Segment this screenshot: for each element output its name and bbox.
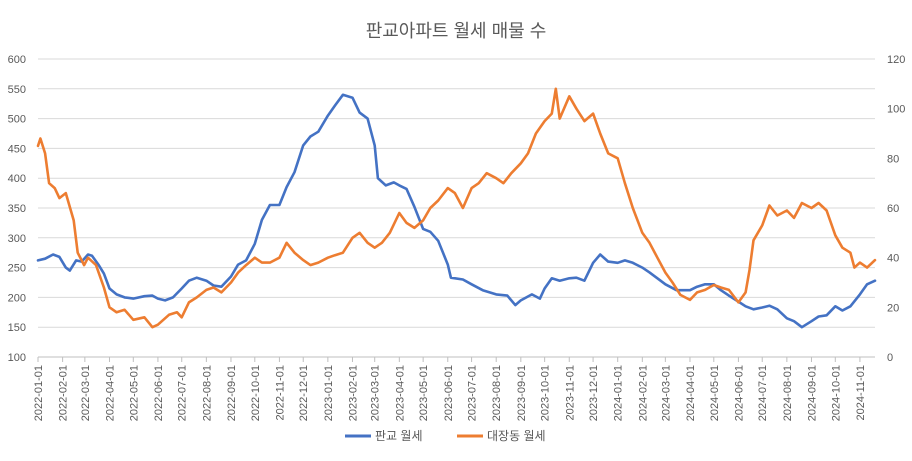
x-tick-label: 2023-06-01 — [443, 365, 455, 421]
y-left-tick-label: 550 — [8, 84, 26, 96]
x-tick-label: 2024-06-01 — [733, 365, 745, 421]
y-axis-left: 100 150 200 250 300 350 400 450 500 550 600 — [8, 54, 26, 364]
x-tick-label: 2023-07-01 — [467, 365, 479, 421]
x-tick-label: 2022-12-01 — [298, 365, 310, 421]
x-tick-label: 2022-02-01 — [58, 365, 70, 421]
x-tick-label: 2024-01-01 — [613, 365, 625, 421]
x-axis: 2022-01-01 2022-02-01 2022-03-01 2022-04-01… — [33, 356, 875, 421]
y-left-tick-label: 300 — [8, 233, 26, 245]
x-tick-label: 2023-10-01 — [540, 365, 552, 421]
x-tick-label: 2022-03-01 — [80, 365, 92, 421]
x-tick-label: 2022-10-01 — [250, 365, 262, 421]
x-tick-label: 2024-07-01 — [757, 365, 769, 421]
series-line-1 — [36, 87, 877, 329]
series-line-0 — [36, 93, 877, 329]
x-tick-label: 2023-12-01 — [588, 365, 600, 421]
x-tick-label: 2023-11-01 — [564, 365, 576, 420]
y-right-tick-label: 60 — [887, 203, 899, 215]
x-tick-label: 2022-11-01 — [274, 365, 286, 420]
x-tick-label: 2022-08-01 — [201, 365, 213, 421]
y-left-tick-label: 600 — [8, 54, 26, 66]
x-tick-label: 2024-02-01 — [637, 365, 649, 421]
y-left-tick-label: 500 — [8, 114, 26, 126]
x-tick-label: 2022-01-01 — [33, 365, 45, 421]
x-tick-label: 2022-09-01 — [226, 365, 238, 421]
x-tick-label: 2024-09-01 — [806, 365, 818, 421]
y-right-tick-label: 20 — [887, 302, 899, 314]
x-tick-label: 2024-05-01 — [709, 365, 721, 421]
x-tick-label: 2024-03-01 — [660, 365, 672, 421]
legend-label: 대장동 월세 — [487, 429, 546, 443]
y-axis-right: 0 20 40 60 80 100 120 — [887, 54, 905, 364]
x-tick-label: 2023-02-01 — [347, 365, 359, 421]
series-lines — [36, 87, 877, 329]
legend: 판교 월세 대장동 월세 — [345, 429, 546, 443]
x-tick-label: 2023-08-01 — [491, 365, 503, 421]
x-tick-label: 2023-09-01 — [516, 365, 528, 421]
y-left-tick-label: 250 — [8, 263, 26, 275]
x-tick-label: 2022-07-01 — [177, 365, 189, 421]
y-left-tick-label: 350 — [8, 203, 26, 215]
y-left-tick-label: 200 — [8, 292, 26, 304]
x-tick-label: 2024-11-01 — [855, 365, 867, 420]
chart-title: 판교아파트 월세 매물 수 — [366, 21, 547, 41]
y-right-tick-label: 120 — [887, 54, 905, 66]
x-tick-label: 2024-04-01 — [685, 365, 697, 421]
x-tick-label: 2024-10-01 — [830, 365, 842, 421]
legend-label: 판교 월세 — [375, 429, 423, 443]
y-right-tick-label: 80 — [887, 153, 899, 165]
x-tick-label: 2023-04-01 — [394, 365, 406, 421]
x-tick-label: 2022-05-01 — [128, 365, 140, 421]
x-tick-label: 2022-06-01 — [153, 365, 165, 421]
gridlines — [38, 58, 875, 358]
y-right-tick-label: 100 — [887, 104, 905, 116]
x-tick-label: 2022-04-01 — [104, 365, 116, 421]
y-left-tick-label: 100 — [8, 352, 26, 364]
y-right-tick-label: 0 — [887, 352, 893, 364]
x-tick-label: 2023-05-01 — [418, 365, 430, 421]
x-tick-label: 2024-08-01 — [782, 365, 794, 421]
x-tick-label: 2023-01-01 — [323, 365, 335, 421]
y-left-tick-label: 400 — [8, 173, 26, 185]
y-left-tick-label: 150 — [8, 322, 26, 334]
y-right-tick-label: 40 — [887, 253, 899, 265]
y-left-tick-label: 450 — [8, 143, 26, 155]
x-tick-label: 2023-03-01 — [370, 365, 382, 421]
